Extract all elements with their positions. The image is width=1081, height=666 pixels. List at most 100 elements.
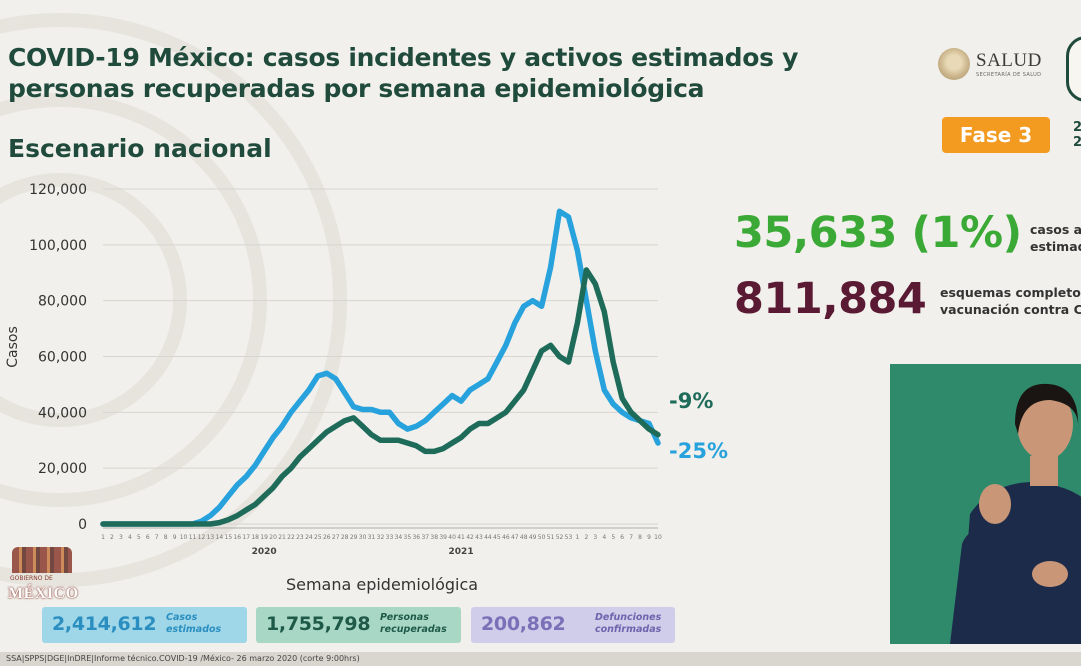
activos-change-label: -9% <box>669 389 713 413</box>
x-tick-label: 37 <box>421 534 429 541</box>
x-tick-label: 10 <box>180 534 188 541</box>
sign-language-interpreter-video <box>890 364 1081 644</box>
x-tick-label: 17 <box>242 534 250 541</box>
x-tick-label: 4 <box>128 534 132 541</box>
x-tick-label: 44 <box>484 534 492 541</box>
y-tick-label: 120,000 <box>29 182 87 198</box>
x-tick-label: 4 <box>602 534 606 541</box>
x-tick-label: 7 <box>629 534 633 541</box>
x-tick-label: 50 <box>538 534 546 541</box>
y-tick-label: 100,000 <box>29 238 87 254</box>
x-tick-label: 21 <box>278 534 286 541</box>
total-label: Casos estimados <box>166 612 222 635</box>
salud-logo-name: SALUD <box>976 50 1042 71</box>
x-tick-label: 6 <box>146 534 150 541</box>
x-tick-label: 11 <box>189 534 197 541</box>
x-tick-label: 16 <box>233 534 241 541</box>
vaccination-value: 811,884 <box>734 274 927 324</box>
x-tick-label: 23 <box>296 534 304 541</box>
interpreter-hair <box>1015 383 1079 434</box>
vaccination-description: esquemas completo vacunación contra C <box>940 285 1081 317</box>
x-tick-label: 8 <box>164 534 168 541</box>
gobierno-mexico-logo: GOBIERNO DE MÉXICO <box>8 545 78 605</box>
x-tick-label: 33 <box>386 534 394 541</box>
x-tick-label: 49 <box>529 534 537 541</box>
y-tick-label: 40,000 <box>38 405 87 421</box>
year-label: 2020 <box>252 547 277 557</box>
x-tick-label: 42 <box>466 534 474 541</box>
x-tick-label: 26 <box>323 534 331 541</box>
total-label: Personas recuperadas <box>380 612 447 635</box>
total-estimated-cases-box: 2,414,612 Casos estimados <box>42 607 247 643</box>
x-tick-label: 18 <box>251 534 259 541</box>
x-tick-label: 35 <box>404 534 412 541</box>
x-tick-label: 19 <box>260 534 268 541</box>
y-axis-ticks: 0 20,000 40,000 60,000 80,000 100,000 120,000 <box>29 182 87 533</box>
x-tick-label: 15 <box>225 534 233 541</box>
total-value: 1,755,798 <box>266 613 371 635</box>
x-tick-label: 6 <box>620 534 624 541</box>
x-tick-label: 36 <box>412 534 420 541</box>
page-title: COVID-19 México: casos incidentes y acti… <box>8 43 799 103</box>
x-tick-label: 12 <box>198 534 206 541</box>
casos-change-label: -25% <box>669 439 728 463</box>
x-axis-ticks: 1 2 3 4 5 6 7 8 9 10 11 12 13 14 15 16 17 18 19 20 21 22 23 24 2… <box>101 527 662 557</box>
y-tick-label: 20,000 <box>38 461 87 477</box>
salud-logo-subtitle: SECRETARÍA DE SALUD <box>976 72 1042 78</box>
x-tick-label: 20 <box>269 534 277 541</box>
x-tick-label: 34 <box>395 534 403 541</box>
x-tick-label: 22 <box>287 534 295 541</box>
phase-badge: Fase 3 <box>942 117 1050 153</box>
x-tick-label: 45 <box>493 534 501 541</box>
government-seal-icon <box>938 48 970 80</box>
x-tick-label: 40 <box>448 534 456 541</box>
x-tick-label: 48 <box>520 534 528 541</box>
x-tick-label: 25 <box>314 534 322 541</box>
x-tick-label: 51 <box>547 534 555 541</box>
x-tick-label: 38 <box>430 534 438 541</box>
total-value: 2,414,612 <box>52 613 157 635</box>
chart-series <box>100 208 661 527</box>
x-tick-label: 28 <box>341 534 349 541</box>
y-axis-title: Casos <box>5 326 21 368</box>
x-tick-label: 9 <box>647 534 651 541</box>
total-deaths-box: 200,862 Defunciones confirmadas <box>471 607 675 643</box>
x-tick-label: 7 <box>155 534 159 541</box>
active-cases-description: casos acestimad <box>1030 222 1081 254</box>
x-tick-label: 31 <box>368 534 376 541</box>
year-label: 2021 <box>449 547 474 557</box>
x-axis-title: Semana epidemiológica <box>286 575 478 594</box>
y-tick-label: 60,000 <box>38 350 87 366</box>
total-label: Defunciones confirmadas <box>595 612 662 635</box>
x-tick-label: 1 <box>101 534 105 541</box>
x-tick-label: 13 <box>207 534 215 541</box>
x-tick-label: 43 <box>475 534 483 541</box>
x-tick-label: 41 <box>457 534 465 541</box>
x-tick-label: 5 <box>611 534 615 541</box>
x-tick-label: 9 <box>173 534 177 541</box>
x-tick-label: 3 <box>593 534 597 541</box>
chart-labels: -25% -9% Casos Semana epidemiológica <box>5 326 728 594</box>
x-tick-label: 10 <box>654 534 662 541</box>
interpreter-hand <box>979 484 1011 524</box>
x-tick-label: 29 <box>350 534 358 541</box>
salud-logo: SALUD SECRETARÍA DE SALUD <box>938 48 1050 82</box>
total-value: 200,862 <box>481 613 566 635</box>
x-tick-label: 46 <box>502 534 510 541</box>
active-cases-value: 35,633 (1%) <box>734 208 1022 258</box>
cases-line-chart: 020,00040,00060,00080,000100,000120,000 … <box>5 182 728 594</box>
x-tick-label: 30 <box>359 534 367 541</box>
x-tick-label: 32 <box>377 534 385 541</box>
x-tick-label: 27 <box>332 534 340 541</box>
x-tick-label: 52 <box>556 534 564 541</box>
scenario-subtitle: Escenario nacional <box>8 134 272 163</box>
x-tick-label: 3 <box>119 534 123 541</box>
x-tick-label: 53 <box>565 534 573 541</box>
activos-estimados-line <box>100 267 661 527</box>
interpreter-face <box>1017 388 1073 460</box>
x-tick-label: 24 <box>305 534 313 541</box>
source-footer: SSA|SPPS|DGE|InDRE|Informe técnico.COVID… <box>0 652 1081 666</box>
x-tick-label: 1 <box>576 534 580 541</box>
y-tick-label: 0 <box>78 517 87 533</box>
